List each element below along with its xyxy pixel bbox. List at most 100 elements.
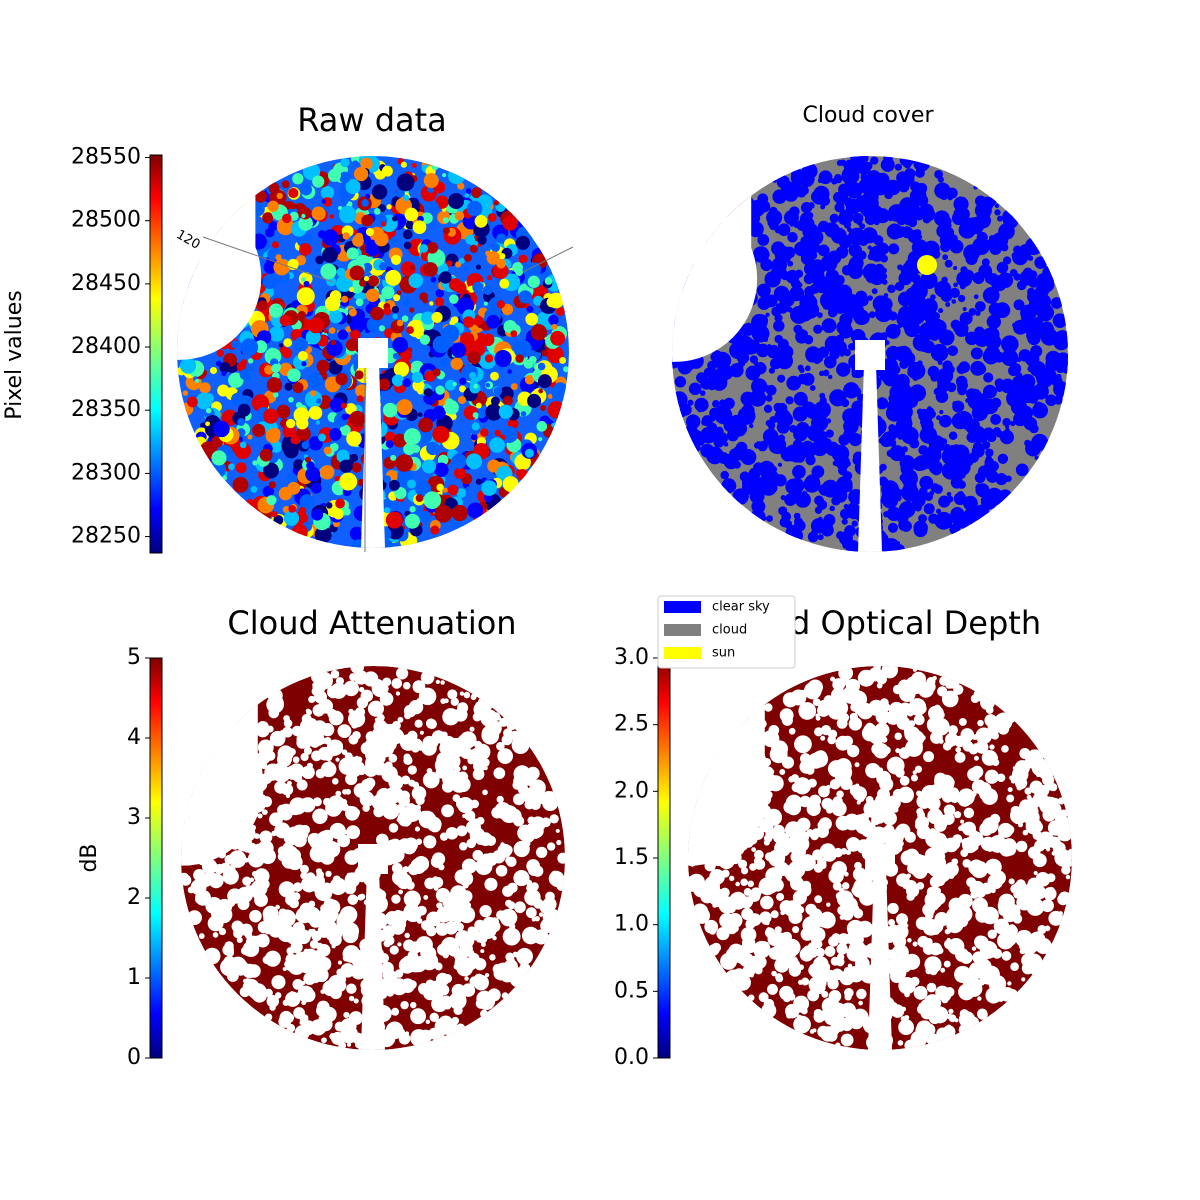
sky-blob <box>277 804 288 816</box>
sky-blob <box>205 407 212 414</box>
sky-blob <box>1050 297 1063 309</box>
sky-blob <box>414 719 423 728</box>
sky-blob <box>807 989 820 1002</box>
sky-blob <box>525 312 539 326</box>
sky-blob <box>311 508 324 521</box>
sky-blob <box>330 669 340 679</box>
sky-blob <box>981 258 990 267</box>
sky-blob <box>430 276 437 283</box>
sky-blob <box>264 1013 273 1021</box>
sky-blob <box>351 462 362 473</box>
sky-blob <box>979 790 989 800</box>
sky-blob <box>218 927 227 936</box>
sky-blob <box>1016 840 1028 853</box>
sky-blob <box>943 216 952 226</box>
sky-blob <box>877 242 886 252</box>
sky-blob <box>760 895 774 910</box>
sky-blob <box>305 708 311 714</box>
sky-blob <box>529 779 546 796</box>
sky-blob <box>973 185 978 190</box>
sky-blob <box>787 232 798 243</box>
sky-blob <box>916 194 929 207</box>
sky-blob <box>288 505 297 513</box>
sky-blob <box>948 431 958 440</box>
sky-blob <box>898 314 903 319</box>
sky-blob <box>1006 794 1015 803</box>
sky-blob <box>977 996 982 1001</box>
sky-blob <box>1008 924 1017 933</box>
sky-blob <box>911 229 921 239</box>
sky-blob <box>926 716 944 734</box>
sky-blob <box>885 404 903 422</box>
sky-blob <box>351 160 359 168</box>
sky-blob <box>436 902 443 909</box>
sky-blob <box>813 324 823 334</box>
sky-blob <box>925 1036 933 1044</box>
sky-blob <box>844 525 856 537</box>
sky-blob <box>527 275 540 288</box>
sky-blob <box>257 300 268 311</box>
sky-blob <box>399 790 410 802</box>
sky-blob <box>1034 256 1048 270</box>
sky-blob <box>924 911 934 920</box>
sky-blob <box>323 737 332 745</box>
sky-blob <box>345 772 358 786</box>
sky-blob <box>400 978 415 993</box>
sky-blob <box>524 374 535 385</box>
sky-blob <box>409 264 416 271</box>
sky-blob <box>916 1020 933 1036</box>
sky-blob <box>717 452 730 464</box>
sky-blob <box>333 508 344 520</box>
sky-blob <box>977 719 984 727</box>
sky-blob <box>894 163 902 171</box>
sky-blob <box>190 879 207 896</box>
sky-blob <box>478 859 491 872</box>
sky-blob <box>283 830 299 846</box>
sky-blob <box>335 757 340 762</box>
sky-blob <box>817 346 830 359</box>
sun <box>917 255 937 275</box>
sky-blob <box>308 317 324 334</box>
sky-blob <box>692 443 701 452</box>
sky-blob <box>467 926 477 936</box>
sky-blob <box>417 412 423 417</box>
sky-blob <box>506 856 517 867</box>
sky-blob <box>335 275 353 292</box>
sky-blob <box>774 839 792 857</box>
sky-blob <box>984 345 1001 362</box>
sky-blob <box>700 377 713 390</box>
colorbar-tick-label: 1 <box>127 965 141 990</box>
sky-blob <box>940 290 953 303</box>
sky-blob <box>348 708 354 715</box>
sky-blob <box>939 414 952 428</box>
sky-blob <box>920 735 926 741</box>
sky-blob <box>756 283 771 298</box>
sky-blob <box>868 766 878 777</box>
sky-blob <box>354 166 369 182</box>
sky-blob <box>321 199 326 204</box>
sky-blob <box>219 362 231 373</box>
sky-blob <box>341 922 360 940</box>
sky-blob <box>741 475 758 491</box>
sky-blob <box>515 235 530 250</box>
sky-blob <box>959 1009 969 1019</box>
sky-blob <box>388 774 404 790</box>
sky-blob <box>434 462 449 478</box>
sky-blob <box>296 737 308 749</box>
sky-blob <box>856 294 869 307</box>
sky-blob <box>527 816 536 825</box>
sky-blob <box>849 186 861 198</box>
sky-blob <box>245 498 255 508</box>
sky-blob <box>816 312 823 319</box>
sky-blob <box>922 240 940 258</box>
sky-blob <box>296 426 311 442</box>
sky-blob <box>786 1012 793 1019</box>
sky-blob <box>843 382 860 399</box>
sky-blob <box>227 865 236 874</box>
sky-blob <box>754 966 763 975</box>
sky-blob <box>397 716 404 723</box>
sky-blob <box>997 215 1003 222</box>
sky-image <box>672 156 1068 552</box>
sky-blob <box>966 431 978 443</box>
